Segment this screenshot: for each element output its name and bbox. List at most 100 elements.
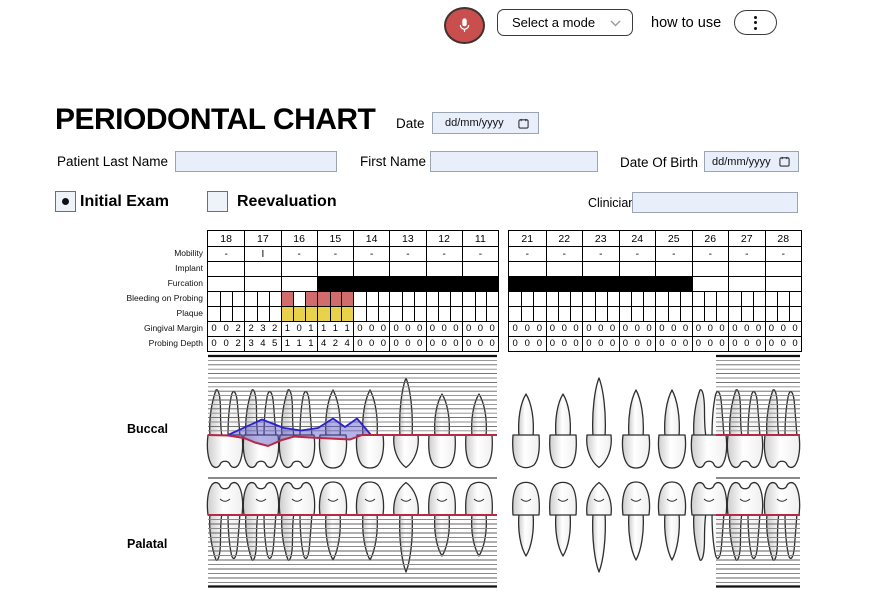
bleeding-cell[interactable]: [509, 291, 546, 306]
tooth-palatal[interactable]: [621, 481, 651, 561]
furcation-cell[interactable]: [691, 276, 728, 291]
tooth-palatal[interactable]: [690, 481, 728, 561]
mobility-cell[interactable]: -: [582, 246, 619, 261]
implant-cell[interactable]: [764, 261, 801, 276]
initial-exam-checkbox[interactable]: [55, 191, 76, 212]
tooth-buccal[interactable]: [512, 393, 540, 469]
plaque-cell[interactable]: [280, 306, 317, 321]
implant-cell[interactable]: [461, 261, 498, 276]
mobility-cell[interactable]: -: [280, 246, 317, 261]
bleeding-cell[interactable]: [353, 291, 390, 306]
tooth-palatal[interactable]: [393, 481, 419, 573]
furcation-cell[interactable]: [582, 276, 619, 291]
plaque-cell[interactable]: [461, 306, 498, 321]
furcation-cell[interactable]: [425, 276, 462, 291]
implant-cell[interactable]: [618, 261, 655, 276]
microphone-button[interactable]: [444, 7, 485, 44]
plaque-cell[interactable]: [316, 306, 353, 321]
tooth-palatal[interactable]: [512, 481, 540, 557]
furcation-cell[interactable]: [618, 276, 655, 291]
bleeding-cell[interactable]: [389, 291, 426, 306]
tooth-buccal[interactable]: [726, 389, 764, 469]
tooth-palatal[interactable]: [206, 481, 244, 561]
implant-cell[interactable]: [728, 261, 765, 276]
plaque-cell[interactable]: [655, 306, 692, 321]
mobility-cell[interactable]: -: [509, 246, 546, 261]
bleeding-cell[interactable]: [425, 291, 462, 306]
plaque-cell[interactable]: [618, 306, 655, 321]
bleeding-cell[interactable]: [461, 291, 498, 306]
clinician-input[interactable]: [632, 192, 798, 213]
furcation-cell[interactable]: [655, 276, 692, 291]
tooth-buccal[interactable]: [549, 393, 577, 469]
tooth-buccal[interactable]: [690, 389, 728, 469]
furcation-cell[interactable]: [728, 276, 765, 291]
bleeding-cell[interactable]: [582, 291, 619, 306]
implant-cell[interactable]: [208, 261, 245, 276]
mobility-cell[interactable]: -: [208, 246, 245, 261]
furcation-cell[interactable]: [545, 276, 582, 291]
tooth-palatal[interactable]: [278, 481, 316, 561]
mobility-cell[interactable]: -: [655, 246, 692, 261]
mobility-cell[interactable]: -: [425, 246, 462, 261]
implant-cell[interactable]: [280, 261, 317, 276]
date-input[interactable]: dd/mm/yyyy: [432, 112, 539, 134]
tooth-palatal[interactable]: [763, 481, 801, 561]
plaque-cell[interactable]: [244, 306, 281, 321]
plaque-cell[interactable]: [353, 306, 390, 321]
furcation-cell[interactable]: [208, 276, 245, 291]
tooth-palatal[interactable]: [549, 481, 577, 557]
furcation-cell[interactable]: [244, 276, 281, 291]
mobility-cell[interactable]: -: [618, 246, 655, 261]
furcation-cell[interactable]: [353, 276, 390, 291]
implant-cell[interactable]: [316, 261, 353, 276]
plaque-cell[interactable]: [509, 306, 546, 321]
plaque-cell[interactable]: [545, 306, 582, 321]
tooth-palatal[interactable]: [318, 481, 348, 561]
tooth-buccal[interactable]: [763, 389, 801, 469]
tooth-palatal[interactable]: [586, 481, 612, 573]
bleeding-cell[interactable]: [316, 291, 353, 306]
bleeding-cell[interactable]: [545, 291, 582, 306]
plaque-cell[interactable]: [208, 306, 245, 321]
plaque-cell[interactable]: [425, 306, 462, 321]
first-name-input[interactable]: [430, 151, 598, 172]
furcation-cell[interactable]: [509, 276, 546, 291]
implant-cell[interactable]: [353, 261, 390, 276]
implant-cell[interactable]: [582, 261, 619, 276]
bleeding-cell[interactable]: [655, 291, 692, 306]
mobility-cell[interactable]: -: [691, 246, 728, 261]
furcation-cell[interactable]: [461, 276, 498, 291]
tooth-buccal[interactable]: [621, 389, 651, 469]
furcation-cell[interactable]: [389, 276, 426, 291]
mobility-cell[interactable]: -: [353, 246, 390, 261]
tooth-buccal[interactable]: [657, 389, 687, 469]
plaque-cell[interactable]: [691, 306, 728, 321]
mobility-cell[interactable]: -: [461, 246, 498, 261]
implant-cell[interactable]: [244, 261, 281, 276]
bleeding-cell[interactable]: [764, 291, 801, 306]
plaque-cell[interactable]: [764, 306, 801, 321]
